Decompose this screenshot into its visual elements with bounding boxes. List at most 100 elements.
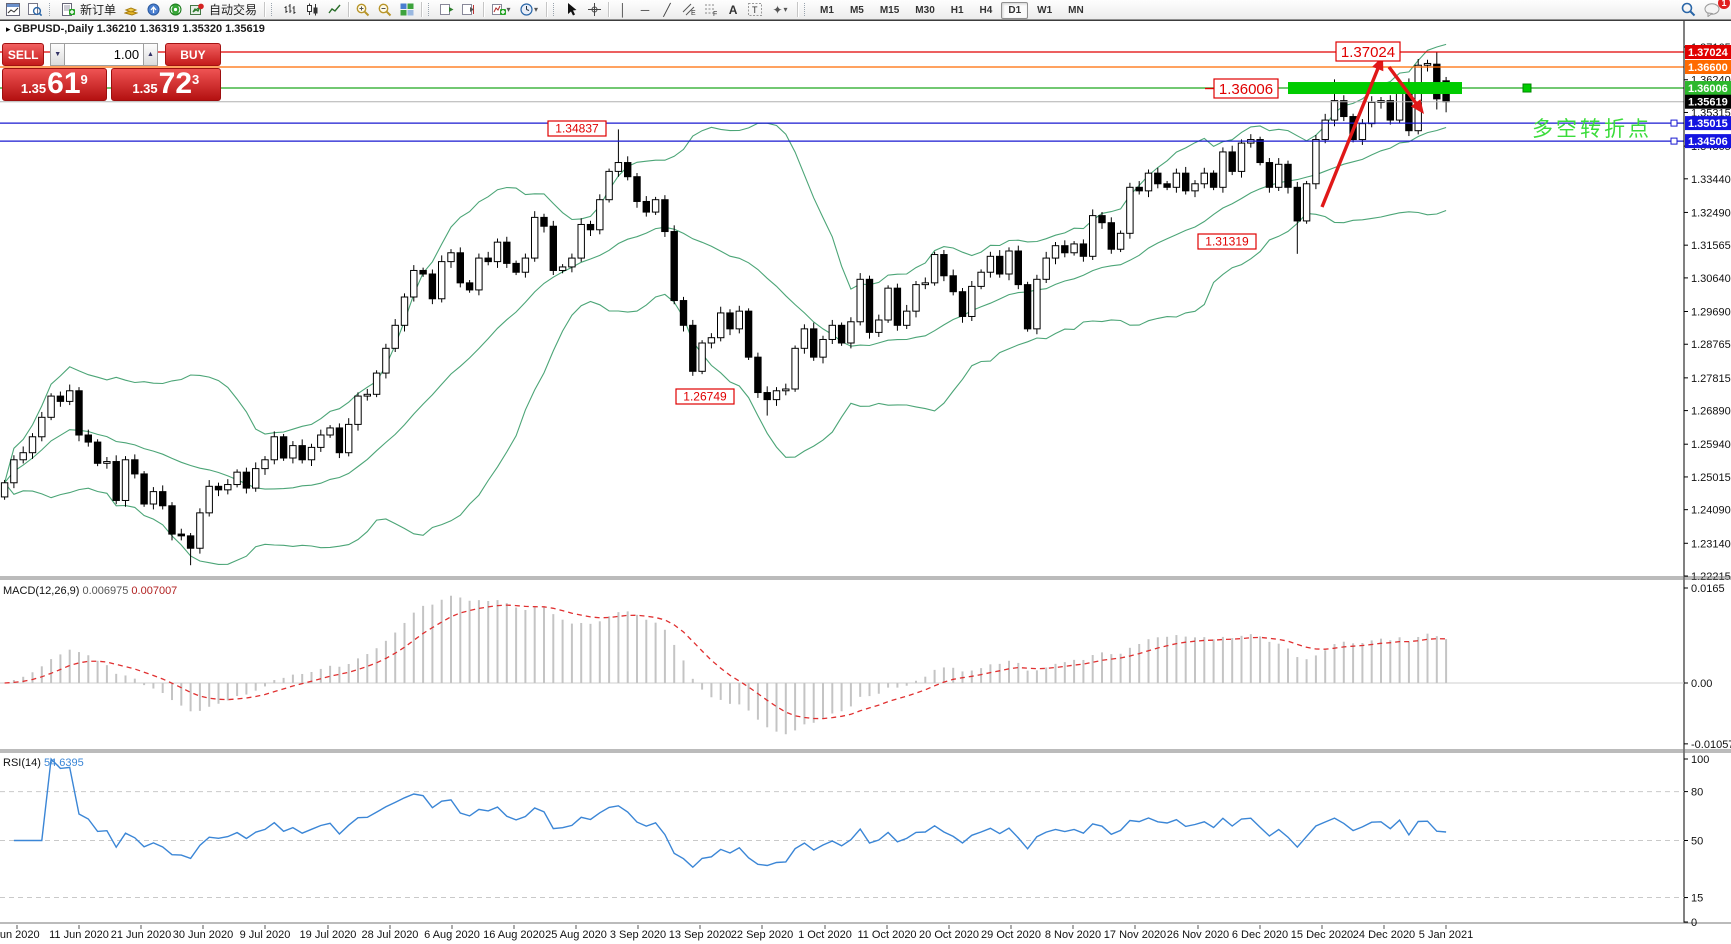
candle-body [233,471,241,486]
chart-shift-icon[interactable] [459,1,479,18]
candle-body [1098,215,1106,224]
timeframe-h1[interactable]: H1 [950,4,964,16]
candle-body [428,273,437,300]
line-handle[interactable] [1670,119,1678,127]
callout-text: 1.34837 [555,122,599,136]
indicators-icon[interactable]: ▾ [488,1,514,18]
candle-body [149,491,158,505]
price-tick-label: 1.28765 [1691,339,1731,351]
candle-body [968,285,976,317]
candle-body [438,261,446,300]
candle-body [986,255,995,273]
buy-price-box[interactable]: 1.35 72 3 [110,68,221,101]
timeframe-m15[interactable]: M15 [879,4,900,16]
equidistant-channel-icon[interactable]: E [679,1,699,18]
date-tick-label: 6 Aug 2020 [424,929,480,941]
candle-body [1340,100,1348,118]
one-click-trading-panel: SELL ▼ ▲ BUY 1.35 61 9 1.35 72 3 [2,43,221,101]
timeframe-m1[interactable]: M1 [820,4,834,16]
candle-body [1089,215,1097,257]
sell-button[interactable]: SELL [2,43,45,66]
price-tick-label: 1.25940 [1691,439,1731,451]
candle-body [800,328,809,349]
rsi-tick-label: 50 [1691,836,1703,848]
new-chart-icon[interactable] [3,1,23,18]
line-handle[interactable] [1670,137,1678,145]
zoom-in-icon[interactable] [353,1,373,18]
bar-chart-icon[interactable] [280,1,300,18]
price-tick-label: 1.31565 [1691,240,1731,252]
price-callout[interactable]: 1.36006 [1205,78,1279,99]
new-order-icon[interactable] [58,1,78,18]
timeframe-m5[interactable]: M5 [849,4,864,16]
volume-increase-stepper[interactable]: ▲ [143,43,158,66]
publisher-icon[interactable] [143,1,163,18]
timeframe-d1[interactable]: D1 [1001,1,1029,19]
periods-clock-icon[interactable]: ▾ [516,1,542,18]
search-icon[interactable] [1678,1,1698,18]
auto-trading-icon[interactable] [187,1,207,18]
auto-trading-label[interactable]: 自动交易 [209,3,258,17]
candle-body [865,278,874,333]
notifications-icon[interactable]: 1 [1700,0,1730,18]
candle-body [186,535,195,549]
candle-body [121,459,130,501]
line-chart-icon[interactable] [324,1,344,18]
vertical-line-icon[interactable]: │ [619,2,627,17]
candle-body [633,176,641,202]
candle-body [893,287,902,326]
candle-body [586,223,595,231]
candle-body [279,436,288,459]
candle-body [837,324,846,344]
data-window-icon[interactable] [25,1,45,18]
volume-input[interactable] [65,43,144,66]
candle-body [624,162,632,178]
date-tick-label: 30 Jun 2020 [173,929,234,941]
candlestick-chart-icon[interactable] [302,1,322,18]
trend-arrow[interactable] [1387,65,1424,114]
candle-body [958,291,967,317]
rsi-line [13,757,1447,869]
auto-scroll-icon[interactable] [437,1,457,18]
candle-body [84,434,92,443]
price-callout[interactable]: 1.34837 [547,120,607,137]
candle-body [1033,278,1041,330]
timeframe-m30[interactable]: M30 [915,4,935,16]
price-callout[interactable]: 1.31319 [1197,233,1257,250]
signal-icon[interactable] [165,1,185,18]
price-callout[interactable]: 1.37024 [1335,41,1401,62]
candle-body [856,278,864,323]
new-order-label[interactable]: 新订单 [80,3,117,17]
fibonacci-icon[interactable]: F [701,1,721,18]
resistance-highlight-band[interactable] [1288,82,1462,95]
text-icon[interactable]: A [728,2,738,17]
crosshair-icon[interactable] [584,1,604,18]
candle-body [400,296,409,326]
candle-body [763,392,771,401]
buy-button[interactable]: BUY [164,43,221,66]
sell-price-box[interactable]: 1.35 61 9 [2,68,107,101]
trendline-icon[interactable]: ╱ [663,2,671,17]
alerts-icon[interactable] [121,1,141,18]
candle-body [1256,139,1264,164]
timeframe-h4[interactable]: H4 [979,4,993,16]
tile-windows-icon[interactable] [397,1,417,18]
arrows-objects-icon[interactable]: ✦ ▾ [772,2,788,17]
candle-body [1228,151,1236,172]
candle-body [903,310,911,326]
band-handle[interactable] [1522,83,1532,93]
price-tick-label: 1.33440 [1691,174,1731,186]
candle-body [38,416,46,438]
horizontal-line-icon[interactable]: ─ [640,2,650,17]
timeframe-w1[interactable]: W1 [1037,4,1053,16]
timeframe-mn[interactable]: MN [1068,4,1084,16]
cursor-icon[interactable] [562,1,582,18]
text-label-icon[interactable]: T [745,1,765,18]
price-callout[interactable]: 1.26749 [675,388,735,405]
volume-decrease-stepper[interactable]: ▼ [50,43,66,66]
candle-body [335,427,344,454]
candle-body [1312,139,1320,185]
trend-arrow[interactable] [1320,56,1384,208]
zoom-out-icon[interactable] [375,1,395,18]
